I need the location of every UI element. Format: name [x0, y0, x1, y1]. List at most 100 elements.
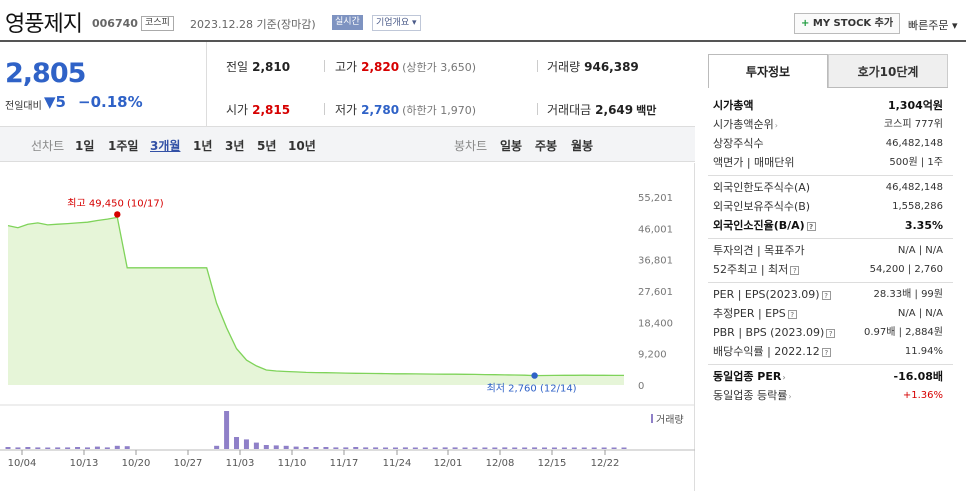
volume-legend-swatch: [651, 414, 653, 423]
volume-bar: [402, 447, 408, 449]
invest-row-value: 1,558,286: [892, 201, 943, 212]
company-overview-button[interactable]: 기업개요 ▾: [372, 15, 421, 31]
volume-bar: [532, 447, 538, 449]
stat-low-value: 2,780: [361, 103, 400, 117]
stock-header: 영풍제지 006740 코스피 2023.12.28 기준(장마감) 실시간 기…: [0, 0, 966, 42]
invest-row-label-text: 시가총액: [713, 99, 754, 112]
add-mystock-button[interactable]: + MY STOCK 추가: [794, 13, 901, 34]
invest-row-label: PBR | BPS (2023.09)?: [713, 325, 836, 341]
volume-bar: [323, 447, 329, 449]
quick-order-button[interactable]: 빠른주문 ▾: [908, 19, 958, 32]
volume-bar: [25, 447, 31, 449]
x-tick-label: 10/27: [174, 458, 203, 469]
stat-volume-label: 거래량: [547, 60, 581, 74]
period-10y[interactable]: 10년: [288, 139, 316, 153]
x-tick-label: 10/13: [70, 458, 99, 469]
candle-weekly[interactable]: 주봉: [535, 139, 558, 153]
date-text: 2023.12.28 기준(장마감): [190, 18, 316, 31]
period-1d[interactable]: 1일: [75, 139, 95, 153]
invest-row-value: 11.94%: [904, 346, 943, 357]
invest-row-label-text: 52주최고 | 최저: [713, 263, 789, 276]
period-3y[interactable]: 3년: [225, 139, 245, 153]
candle-monthly[interactable]: 월봉: [571, 139, 594, 153]
volume-bar: [512, 447, 518, 449]
period-1y[interactable]: 1년: [193, 139, 213, 153]
volume-bar: [75, 447, 81, 449]
tab-underline: [828, 87, 948, 88]
x-tick-label: 11/24: [383, 458, 412, 469]
volume-bar: [343, 447, 349, 449]
volume-bar: [363, 447, 369, 449]
volume-bar: [522, 447, 528, 449]
help-icon[interactable]: ?: [826, 328, 836, 338]
high-label: 최고 49,450 (10/17): [67, 197, 163, 209]
invest-row-value: 46,482,148: [885, 182, 943, 193]
invest-row-value: 54,200 | 2,760: [869, 264, 943, 275]
invest-row-label-text: 배당수익률 | 2022.12: [713, 345, 820, 358]
chart-period-bar: 선차트 1일 1주일 3개월 1년 3년 5년 10년 봉차트 일봉 주봉 월봉: [0, 126, 695, 162]
tab-invest-info[interactable]: 투자정보: [708, 54, 828, 88]
x-tick-label: 11/17: [330, 458, 359, 469]
price-chart[interactable]: 55,201 46,001 36,801 27,601 18,400 9,200 0 최고 4…: [0, 163, 695, 491]
invest-divider: [708, 175, 953, 176]
volume-bar: [611, 447, 617, 449]
help-icon[interactable]: ?: [787, 309, 797, 319]
volume-bar: [432, 447, 438, 449]
invest-row: 동일업종 PER› -16.08배: [713, 369, 943, 385]
volume-bar: [392, 447, 398, 449]
invest-row-label-text: 외국인소진율(B/A): [713, 219, 805, 232]
invest-row-value: 500원 | 1주: [889, 157, 943, 168]
invest-row-value: 1,304억원: [887, 99, 943, 112]
realtime-button[interactable]: 실시간: [332, 15, 363, 30]
volume-legend: 거래량: [656, 414, 684, 426]
invest-row-label-text: 시가총액순위: [713, 118, 774, 131]
stat-volume-value: 946,389: [584, 60, 639, 74]
help-icon[interactable]: ?: [821, 347, 831, 357]
diff-label: 전일대비: [5, 101, 42, 112]
y-tick-label: 18,400: [638, 318, 673, 329]
stat-amount: 거래대금 2,649 백만: [547, 101, 656, 118]
volume-bar: [65, 447, 71, 449]
invest-row-label: 외국인보유주식수(B): [713, 199, 810, 215]
volume-bar: [15, 447, 21, 449]
plus-icon: +: [801, 18, 810, 29]
invest-row-value: -16.08배: [893, 370, 943, 383]
candle-daily[interactable]: 일봉: [500, 139, 523, 153]
invest-row: PBR | BPS (2023.09)? 0.97배 | 2,884원: [713, 325, 943, 341]
y-tick-label: 9,200: [638, 350, 667, 361]
help-icon[interactable]: ?: [806, 221, 816, 231]
volume-bar: [273, 445, 279, 449]
divider: [324, 103, 325, 115]
volume-bar: [234, 437, 240, 449]
stat-open: 시가 2,815: [226, 101, 290, 118]
volume-bar: [621, 447, 627, 449]
tab-orderbook[interactable]: 호가10단계: [828, 54, 948, 88]
invest-row-label-text: 외국인보유주식수(B): [713, 200, 811, 213]
stat-high-limit: (상한가 3,650): [402, 61, 476, 74]
chevron-right-icon[interactable]: ›: [782, 373, 786, 382]
invest-row-label: 시가총액: [713, 98, 753, 114]
period-1w[interactable]: 1주일: [108, 139, 139, 153]
divider: [537, 60, 538, 72]
stat-prev: 전일 2,810: [226, 58, 290, 75]
stat-prev-label: 전일: [226, 60, 249, 74]
invest-row-value: 28.33배 | 99원: [873, 289, 943, 300]
chevron-right-icon[interactable]: ›: [774, 121, 778, 130]
volume-bar: [5, 447, 11, 449]
volume-bar: [313, 447, 319, 449]
period-5y[interactable]: 5년: [257, 139, 277, 153]
stock-code: 006740: [92, 17, 138, 30]
period-3m[interactable]: 3개월: [150, 139, 181, 153]
invest-row-value: N/A | N/A: [897, 308, 943, 319]
stock-name[interactable]: 영풍제지: [5, 12, 83, 37]
volume-bar: [412, 447, 418, 449]
volume-bar: [581, 447, 587, 449]
volume-bar: [84, 447, 90, 449]
help-icon[interactable]: ?: [821, 290, 831, 300]
stat-open-label: 시가: [226, 103, 249, 117]
chevron-right-icon[interactable]: ›: [788, 392, 792, 401]
volume-bar: [263, 445, 269, 449]
invest-row: 52주최고 | 최저? 54,200 | 2,760: [713, 262, 943, 278]
help-icon[interactable]: ?: [790, 265, 800, 275]
volume-bar: [124, 446, 130, 449]
